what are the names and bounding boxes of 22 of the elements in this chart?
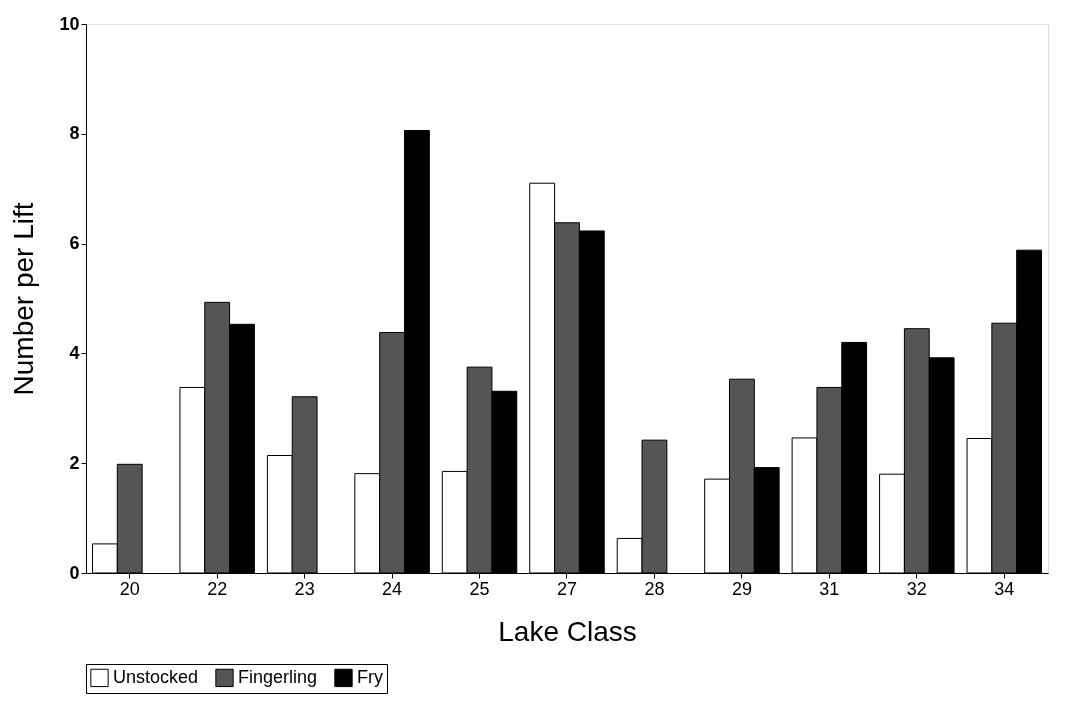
x-axis-title: Lake Class — [498, 615, 637, 647]
x-tick-label: 23 — [294, 578, 315, 599]
x-tick-label: 27 — [556, 578, 578, 599]
x-tick-label: 28 — [644, 578, 665, 599]
x-tick-label: 20 — [119, 578, 140, 599]
x-tick-label: 32 — [906, 578, 927, 599]
y-tick-label: 2 — [69, 452, 80, 473]
legend-label: Fry — [357, 666, 383, 687]
y-tick-label: 10 — [59, 13, 80, 34]
x-tick-label: 24 — [382, 578, 403, 599]
y-tick-label: 8 — [69, 123, 80, 144]
y-tick-label: 4 — [69, 342, 80, 363]
legend-label: Unstocked — [113, 666, 199, 687]
y-tick-label: 6 — [69, 233, 80, 254]
x-tick-label: 22 — [207, 578, 228, 599]
y-axis-title: Number per Lift — [8, 202, 40, 396]
x-tick-label: 34 — [994, 578, 1015, 599]
y-tick-label: 0 — [69, 562, 80, 583]
x-tick-label: 25 — [469, 578, 490, 599]
legend-label: Fingerling — [238, 666, 318, 687]
x-tick-label: 29 — [731, 578, 752, 599]
x-tick-label: 31 — [819, 578, 840, 599]
